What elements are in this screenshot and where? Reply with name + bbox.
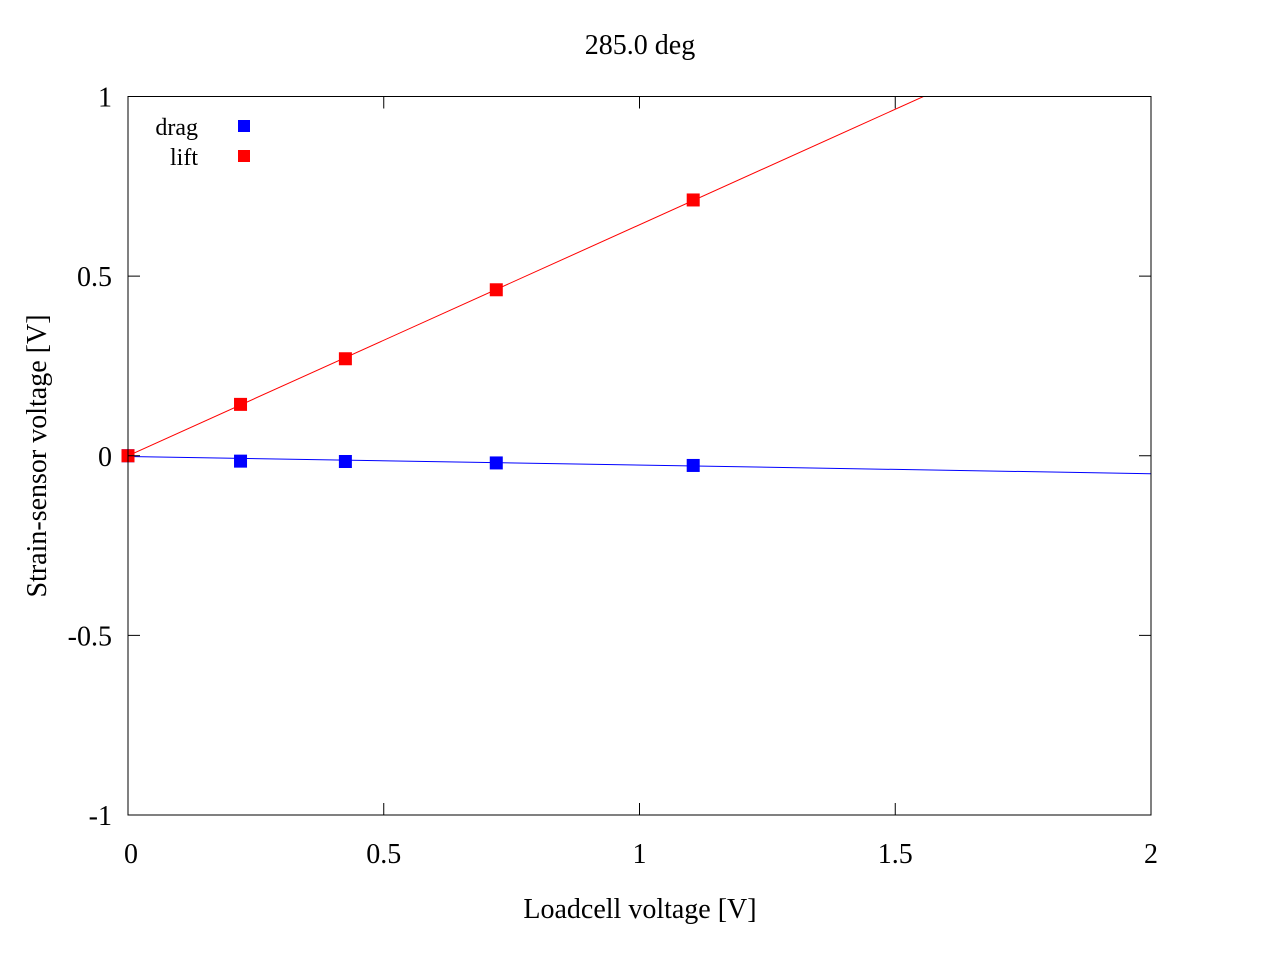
y-tick-label: -1: [89, 801, 112, 832]
fit-lines: [128, 96, 1151, 475]
drag-point: [489, 456, 503, 470]
x-tick-label: 0.5: [366, 839, 401, 870]
x-axis-label: Loadcell voltage [V]: [523, 894, 756, 925]
y-tick-label: 0: [98, 442, 112, 473]
chart-title: 285.0 deg: [585, 30, 695, 61]
legend: drag lift: [155, 115, 250, 171]
legend-label-drag: drag: [155, 115, 198, 141]
y-tick-label: 0.5: [77, 262, 112, 293]
lift-point: [338, 352, 352, 366]
y-tick-label: 1: [98, 83, 112, 114]
drag-point: [686, 458, 700, 472]
legend-label-lift: lift: [170, 145, 198, 171]
lift-point: [489, 283, 503, 297]
axis-ticks: 0 0.5 1 1.5 2 -1 -0.5 0 0.5 1: [68, 83, 1158, 871]
drag-point: [338, 454, 352, 468]
plot-area: [121, 96, 1151, 475]
lift-point: [686, 193, 700, 207]
y-tick-label: -0.5: [68, 621, 112, 652]
x-tick-label: 1.5: [878, 839, 913, 870]
legend-marker-drag: [238, 120, 250, 132]
lift-fit-line: [128, 96, 925, 457]
lift-point: [234, 397, 248, 411]
x-tick-label: 0: [124, 839, 138, 870]
y-axis-label: Strain-sensor voltage [V]: [22, 314, 53, 597]
drag-point: [234, 454, 248, 468]
drag-fit-line: [128, 455, 1151, 475]
plot-frame: [127, 96, 1152, 816]
legend-marker-lift: [238, 150, 250, 162]
x-tick-label: 1: [633, 839, 647, 870]
x-tick-label: 2: [1144, 839, 1158, 870]
